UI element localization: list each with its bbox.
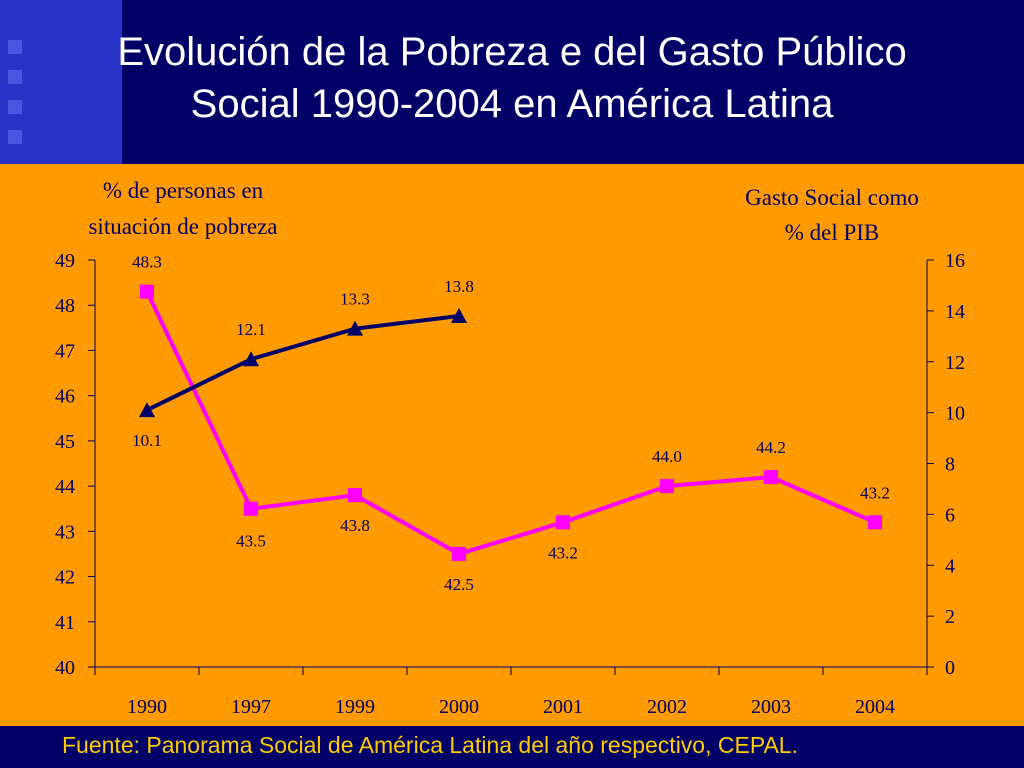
- right-axis-tick-label: 2: [945, 606, 955, 628]
- title-bar: Evolución de la Pobreza e del Gasto Públ…: [0, 0, 1024, 164]
- right-axis-label-line-2: % del PIB: [785, 220, 880, 245]
- right-axis-tick-label: 16: [945, 250, 965, 272]
- chart-panel: 40 41 42 43 44 45 46 47 48 49 0 2 4 6 8 10 12 14 16 1990 199…: [0, 164, 1024, 726]
- slide-title: Evolución de la Pobreza e del Gasto Públ…: [40, 26, 984, 130]
- poverty-data-label: 48.3: [132, 253, 162, 272]
- poverty-data-label: 44.0: [652, 447, 682, 466]
- poverty-marker: [660, 479, 674, 494]
- left-axis-tick-label: 49: [55, 250, 75, 272]
- poverty-marker: [868, 515, 882, 530]
- left-axis-tick-label: 47: [55, 340, 75, 362]
- left-axis-tick-label: 43: [55, 521, 75, 543]
- title-line-1: Evolución de la Pobreza e del Gasto Públ…: [117, 30, 907, 74]
- left-axis-tick-label: 46: [55, 386, 75, 408]
- x-axis-tick-label: 2001: [543, 696, 583, 718]
- spending-line: [146, 313, 460, 412]
- x-axis-tick-label: 1999: [335, 696, 375, 718]
- spending-marker: [243, 351, 259, 367]
- x-axis-tick-label: 2002: [647, 696, 687, 718]
- spending-data-label: 10.1: [132, 431, 162, 450]
- right-axis-label-line-1: Gasto Social como: [745, 185, 919, 210]
- right-axis-tick-label: 6: [945, 504, 955, 526]
- right-axis-tick-label: 4: [945, 555, 955, 577]
- left-axis-label-line-2: situación de pobreza: [88, 214, 277, 239]
- decorative-squares: [0, 0, 122, 164]
- poverty-data-label: 44.2: [756, 438, 786, 457]
- poverty-data-label: 43.2: [548, 543, 578, 562]
- poverty-marker: [348, 488, 362, 503]
- source-note: Fuente: Panorama Social de América Latin…: [62, 732, 798, 758]
- poverty-marker: [556, 515, 570, 530]
- spending-data-label: 12.1: [236, 320, 266, 339]
- poverty-marker: [140, 284, 154, 299]
- x-axis-tick-label: 2004: [855, 696, 895, 718]
- right-axis-tick-label: 0: [945, 657, 955, 679]
- poverty-data-label: 42.5: [444, 575, 474, 594]
- left-axis-tick-label: 44: [55, 476, 75, 498]
- poverty-data-label: 43.8: [340, 516, 370, 535]
- footer-bar: Fuente: Panorama Social de América Latin…: [0, 726, 1024, 768]
- spending-marker: [347, 320, 363, 336]
- left-axis-tick-label: 40: [55, 657, 75, 679]
- poverty-line: [145, 290, 876, 557]
- poverty-marker: [452, 546, 466, 561]
- poverty-marker: [244, 501, 258, 516]
- spending-data-label: 13.8: [444, 277, 474, 296]
- poverty-marker: [764, 470, 778, 485]
- right-axis-tick-label: 14: [945, 301, 965, 323]
- right-axis-tick-label: 10: [945, 403, 965, 425]
- poverty-data-label: 43.5: [236, 532, 266, 551]
- x-axis-tick-label: 1990: [127, 696, 167, 718]
- left-axis-tick-label: 45: [55, 431, 75, 453]
- x-axis-tick-label: 2000: [439, 696, 479, 718]
- poverty-data-label: 43.2: [860, 483, 890, 502]
- x-axis-tick-label: 1997: [231, 696, 271, 718]
- left-axis-label-line-1: % de personas en: [103, 178, 264, 203]
- right-axis-tick-label: 12: [945, 352, 965, 374]
- x-axis-tick-label: 2003: [751, 696, 791, 718]
- spending-marker: [451, 307, 467, 323]
- spending-data-label: 13.3: [340, 290, 370, 309]
- right-axis-tick-label: 8: [945, 454, 955, 476]
- left-axis-tick-label: 48: [55, 295, 75, 317]
- title-line-2: Social 1990-2004 en América Latina: [190, 82, 834, 126]
- spending-marker: [139, 402, 155, 418]
- left-axis-tick-label: 41: [55, 612, 75, 634]
- left-axis-tick-label: 42: [55, 567, 75, 589]
